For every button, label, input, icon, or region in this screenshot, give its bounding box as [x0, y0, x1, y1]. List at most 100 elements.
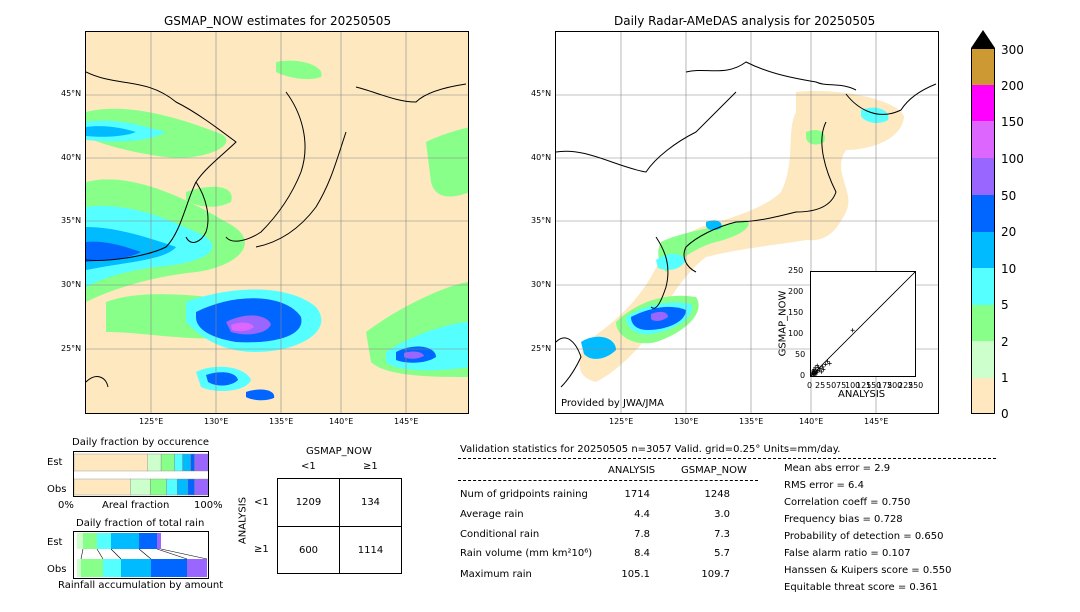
- colorbar-swatch-100: [971, 158, 995, 195]
- colorbar-label-200: 200: [1001, 79, 1024, 93]
- scatter-point: [810, 370, 815, 375]
- occurrence-xlabel: Areal fraction: [102, 500, 170, 511]
- occurrence-obs-segment: [130, 478, 151, 496]
- left-lat-25: 25°N: [61, 344, 82, 353]
- occurrence-est-segment: [190, 453, 195, 472]
- right-lat-30: 30°N: [531, 280, 552, 289]
- left-lat-35: 35°N: [61, 216, 82, 225]
- left-map-canvas: [86, 32, 468, 413]
- occurrence-est-segment: [160, 453, 175, 472]
- right-lon-130: 130°E: [674, 417, 699, 426]
- scatter-ytick-150: 150: [788, 308, 804, 317]
- right-map-title: Daily Radar-AMeDAS analysis for 20250505: [614, 14, 876, 28]
- colorbar-extend-triangle: [971, 30, 995, 48]
- colorbar-swatch-300: [971, 48, 995, 85]
- contingency-cell-01: 134: [339, 478, 402, 527]
- validation-header-rule: [458, 458, 996, 459]
- scatter-xtick-200: 200: [887, 381, 903, 390]
- occurrence-est-segment: [147, 453, 162, 472]
- occurrence-frame: [73, 451, 209, 497]
- colorbar-label-1: 1: [1001, 371, 1009, 385]
- scatter-canvas: [809, 271, 916, 378]
- scatter-xtick-50: 50: [826, 381, 837, 390]
- contingency-cell-10: 600: [277, 526, 340, 574]
- scatter-ylabel: GSMAP_NOW: [777, 290, 789, 357]
- scatter-xtick-100: 100: [845, 381, 861, 390]
- occurrence-row-obs: Obs: [47, 484, 67, 495]
- contingency-row-ge1: ≥1: [254, 544, 269, 555]
- score-hk: Hanssen & Kuipers score = 0.550: [784, 565, 952, 576]
- right-map-precip: [579, 91, 904, 383]
- left-lat-45: 45°N: [61, 89, 82, 98]
- scatter-xtick-25: 25: [815, 381, 826, 390]
- occurrence-title: Daily fraction by occurence: [72, 437, 210, 448]
- scatter-point: [827, 361, 832, 366]
- score-rms-error: RMS error = 6.4: [784, 480, 864, 491]
- occurrence-obs-segment: [176, 478, 189, 496]
- right-map-panel: Provided by JWA/JMA: [555, 31, 939, 414]
- validation-row-analysis: 8.4: [634, 548, 650, 559]
- colorbar-label-0: 0: [1001, 407, 1009, 421]
- colorbar-label-150: 150: [1001, 115, 1024, 129]
- right-lon-145: 145°E: [864, 417, 889, 426]
- score-ets: Equitable threat score = 0.361: [784, 582, 939, 593]
- left-map-grid: [86, 32, 468, 413]
- validation-row-gsmap: 109.7: [701, 569, 730, 580]
- right-lon-135: 135°E: [739, 417, 764, 426]
- scatter-point: [821, 367, 826, 372]
- colorbar-swatch-50: [971, 195, 995, 232]
- colorbar: [971, 30, 997, 418]
- scatter-point: [811, 367, 816, 372]
- scatter-xtick-75: 75: [836, 381, 847, 390]
- validation-header: Validation statistics for 20250505 n=305…: [460, 444, 841, 455]
- left-map-panel: [85, 31, 469, 414]
- right-lat-25: 25°N: [531, 344, 552, 353]
- accumulation-title: Daily fraction of total rain: [76, 518, 205, 529]
- accumulation-obs-bar: [77, 559, 207, 577]
- score-far: False alarm ratio = 0.107: [784, 548, 911, 559]
- scatter-xtick-150: 150: [866, 381, 882, 390]
- colorbar-swatch-2: [971, 341, 995, 378]
- validation-row-analysis: 4.4: [634, 509, 650, 520]
- right-lon-140: 140°E: [799, 417, 824, 426]
- accumulation-row-obs: Obs: [47, 564, 67, 575]
- validation-col-rule: [458, 480, 758, 481]
- validation-col-analysis: ANALYSIS: [608, 465, 656, 476]
- right-map-coastline: [556, 61, 937, 388]
- scatter-point: [820, 364, 825, 369]
- validation-row-gsmap: 1248: [704, 489, 730, 500]
- right-lat-35: 35°N: [531, 216, 552, 225]
- right-lon-125: 125°E: [609, 417, 634, 426]
- left-lon-145: 145°E: [394, 417, 419, 426]
- occurrence-bars: [73, 453, 209, 496]
- occurrence-row-est: Est: [47, 457, 63, 468]
- left-map-precip: [86, 60, 468, 401]
- occurrence-est-segment: [73, 453, 148, 472]
- contingency-side-label: ANALYSIS: [237, 496, 249, 545]
- occurrence-obs-segment: [187, 478, 195, 496]
- scatter-xlabel: ANALYSIS: [838, 389, 886, 400]
- scatter-ytick-100: 100: [788, 329, 804, 338]
- left-lon-130: 130°E: [204, 417, 229, 426]
- validation-row-label: Num of gridpoints raining: [460, 489, 588, 500]
- scatter-point: [819, 369, 824, 374]
- score-correlation: Correlation coeff = 0.750: [784, 497, 911, 508]
- occurrence-obs-segment: [150, 478, 167, 496]
- colorbar-label-20: 20: [1001, 225, 1017, 239]
- scatter-xtick-125: 125: [856, 381, 872, 390]
- occurrence-est-segment: [182, 453, 191, 472]
- score-pod: Probability of detection = 0.650: [784, 531, 944, 542]
- right-lat-40: 40°N: [531, 153, 552, 162]
- occurrence-xmax: 100%: [194, 500, 223, 511]
- left-lon-125: 125°E: [139, 417, 164, 426]
- validation-row-label: Average rain: [460, 509, 524, 520]
- colorbar-label-5: 5: [1001, 298, 1009, 312]
- accumulation-frame: [73, 531, 209, 583]
- scatter-point: [823, 362, 828, 367]
- validation-row-gsmap: 5.7: [714, 548, 730, 559]
- colorbar-swatch-1: [971, 378, 995, 414]
- scatter-xtick-175: 175: [877, 381, 893, 390]
- scatter-point: [813, 365, 818, 370]
- colorbar-label-10: 10: [1001, 262, 1017, 276]
- contingency-col-lt1: <1: [301, 461, 316, 472]
